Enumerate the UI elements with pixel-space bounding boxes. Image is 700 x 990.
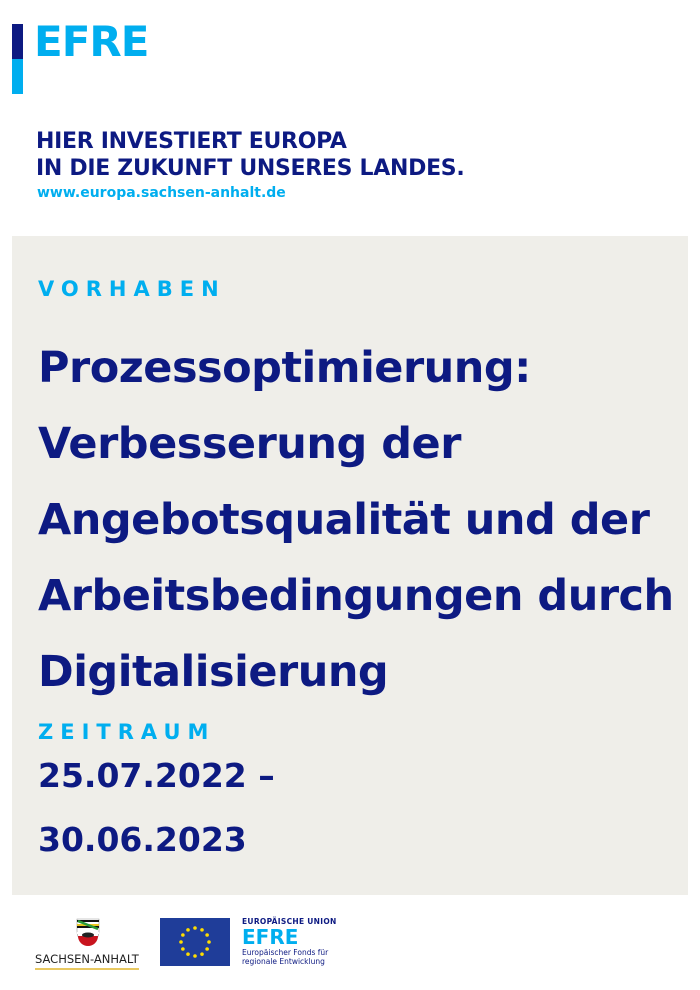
eu-star-icon	[193, 954, 197, 958]
eu-star-icon	[205, 947, 209, 951]
eu-efre-text: EFRE	[242, 925, 299, 949]
website-url[interactable]: www.europa.sachsen-anhalt.de	[37, 185, 286, 201]
eu-flag-icon	[160, 918, 230, 966]
eu-star-icon	[186, 952, 190, 956]
eu-union-text: EUROPÄISCHE UNION	[242, 917, 337, 926]
date-start: 25.07.2022 –	[38, 756, 275, 795]
eu-star-icon	[179, 940, 183, 944]
eu-star-icon	[207, 940, 211, 944]
logo-bar-light	[12, 59, 23, 94]
period-label: ZEITRAUM	[38, 720, 216, 744]
project-label: VORHABEN	[38, 277, 226, 301]
efre-logo-text: EFRE	[34, 17, 149, 66]
sachsen-anhalt-crest-icon	[76, 918, 100, 946]
slogan: HIER INVESTIERT EUROPA IN DIE ZUKUNFT UN…	[36, 128, 465, 182]
eu-star-icon	[181, 947, 185, 951]
slogan-line-2: IN DIE ZUKUNFT UNSERES LANDES.	[36, 156, 465, 181]
slogan-line-1: HIER INVESTIERT EUROPA	[36, 129, 347, 154]
project-title: Prozessoptimierung: Verbesserung der Ang…	[38, 343, 674, 697]
sachsen-anhalt-name: SACHSEN-ANHALT	[35, 952, 139, 970]
eu-star-icon	[181, 933, 185, 937]
logo-bar-dark	[12, 24, 23, 59]
eu-sub-line-2: regionale Entwicklung	[242, 957, 325, 966]
eu-efre-logo: EUROPÄISCHE UNION EFRE Europäischer Fond…	[242, 917, 337, 966]
eu-star-icon	[186, 928, 190, 932]
project-panel	[12, 236, 688, 895]
eu-star-icon	[200, 952, 204, 956]
eu-star-icon	[200, 928, 204, 932]
eu-sub-line-1: Europäischer Fonds für	[242, 948, 329, 957]
eu-star-icon	[205, 933, 209, 937]
eu-star-icon	[193, 926, 197, 930]
date-end: 30.06.2023	[38, 820, 247, 859]
